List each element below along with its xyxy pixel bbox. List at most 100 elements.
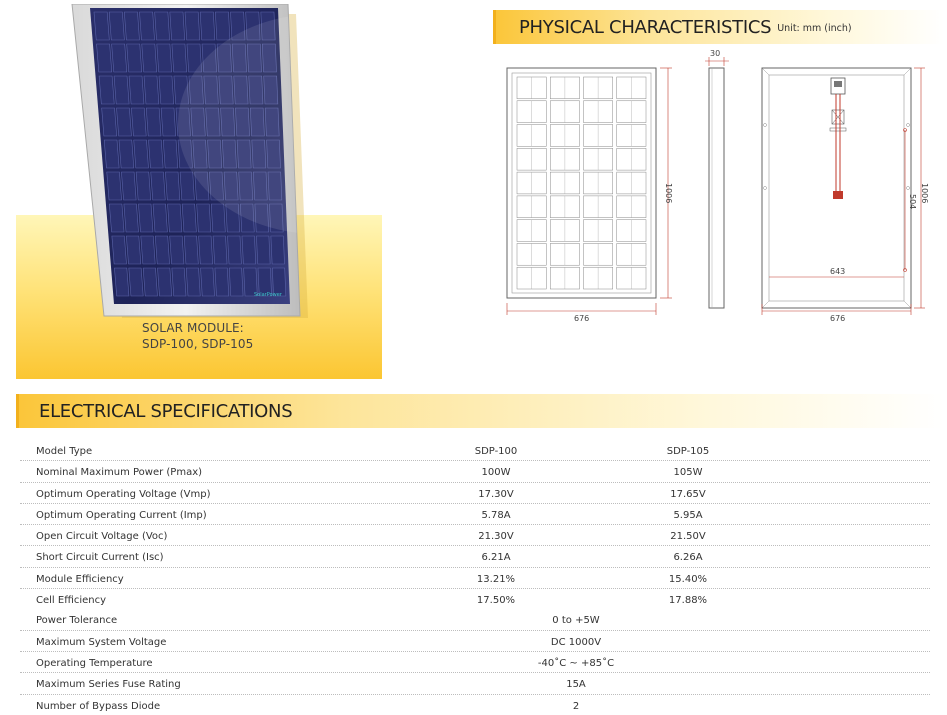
- spec-value-shared: 2: [572, 700, 580, 712]
- solar-cell: [264, 107, 280, 137]
- solar-cell: [145, 107, 162, 137]
- back-height-label: 1006: [920, 183, 929, 203]
- solar-cell: [108, 11, 125, 41]
- panel-logo: SolarPower: [254, 292, 283, 298]
- solar-cell: [261, 43, 277, 73]
- solar-cell: [238, 171, 254, 201]
- table-row: Optimum Operating Voltage (Vmp) 17.30V 17.…: [20, 483, 930, 504]
- solar-cell: [158, 75, 175, 105]
- spec-value-sdp100: 100W: [481, 467, 511, 479]
- solar-cell: [205, 107, 221, 137]
- table-row: Short Circuit Current (Isc) 6.21A 6.26A: [20, 546, 930, 568]
- solar-cell: [171, 43, 187, 73]
- solar-cell: [272, 267, 287, 297]
- spec-label: Short Circuit Current (Isc): [36, 552, 164, 564]
- solar-cell: [249, 107, 265, 137]
- spec-value-sdp105: 17.88%: [668, 595, 708, 607]
- table-row: Maximum Series Fuse Rating 15A: [20, 673, 930, 695]
- solar-cell: [133, 139, 149, 169]
- solar-cell: [266, 139, 281, 169]
- solar-cell: [106, 171, 122, 201]
- hero-caption-line2: SDP-100, SDP-105: [142, 337, 254, 351]
- table-row: Power Tolerance 0 to +5W: [20, 609, 930, 631]
- spec-value-sdp105: 5.95A: [673, 509, 703, 521]
- solar-cell: [231, 43, 247, 73]
- spec-value-sdp100: 6.21A: [481, 552, 511, 564]
- spec-label: Operating Temperature: [36, 657, 153, 669]
- solar-cell: [169, 11, 186, 41]
- solar-cell: [160, 107, 177, 137]
- solar-cell: [169, 235, 185, 265]
- solar-cell: [139, 11, 155, 41]
- solar-cell: [184, 11, 201, 41]
- solar-cell: [253, 171, 268, 201]
- solar-cell: [196, 203, 212, 233]
- side-view-drawing: 30: [705, 49, 729, 309]
- hero-caption-line1: SOLAR MODULE:: [142, 321, 244, 335]
- spec-label: Maximum Series Fuse Rating: [36, 679, 181, 691]
- spec-value-sdp105: 105W: [673, 467, 703, 479]
- solar-cell: [235, 107, 250, 137]
- solar-cell: [233, 75, 249, 105]
- hero-caption: SOLAR MODULE: SDP-100, SDP-105: [142, 320, 253, 352]
- spec-label: Cell Efficiency: [36, 595, 107, 607]
- solar-cell: [269, 203, 284, 233]
- solar-cell: [116, 107, 132, 137]
- spec-label: Module Efficiency: [36, 573, 124, 585]
- solar-cell: [156, 43, 172, 73]
- spec-value-sdp100: 5.78A: [481, 509, 511, 521]
- back-width-label: 676: [830, 314, 845, 323]
- solar-cell: [123, 203, 139, 233]
- spec-value-sdp100: 21.30V: [478, 531, 514, 543]
- spec-label: Open Circuit Voltage (Voc): [36, 531, 168, 543]
- electrical-specifications-title: ELECTRICAL SPECIFICATIONS: [39, 400, 293, 422]
- spec-value-shared: DC 1000V: [550, 636, 602, 648]
- solar-cell: [200, 267, 215, 297]
- solar-cell: [114, 267, 130, 297]
- solar-cell: [157, 267, 173, 297]
- junction-box: [829, 77, 847, 199]
- solar-cell: [241, 235, 257, 265]
- spec-label: Nominal Maximum Power (Pmax): [36, 467, 203, 479]
- solar-cell: [245, 11, 261, 41]
- solar-cell: [152, 203, 168, 233]
- electrical-spec-table: Model Type SDP-100 SDP-105 Nominal Maxim…: [20, 440, 930, 715]
- table-row: Nominal Maximum Power (Pmax) 100W 105W: [20, 461, 930, 483]
- solar-cell: [154, 11, 170, 41]
- solar-cell: [185, 267, 201, 297]
- spec-value-shared: -40˚C ~ +85˚C: [537, 657, 615, 669]
- back-half-height-label: 504: [908, 194, 917, 209]
- spec-label: Optimum Operating Current (Imp): [36, 509, 207, 521]
- model-type-label: Model Type: [36, 446, 93, 457]
- solar-cell: [177, 139, 193, 169]
- solar-cell: [225, 203, 241, 233]
- solar-cell: [227, 235, 242, 265]
- solar-cell: [256, 235, 271, 265]
- solar-cell: [218, 75, 234, 105]
- solar-cell: [98, 75, 115, 105]
- solar-cell: [210, 203, 226, 233]
- solar-cell: [251, 139, 267, 169]
- solar-cell: [128, 267, 144, 297]
- solar-cell: [263, 75, 279, 105]
- solar-cell: [138, 203, 154, 233]
- panel-reflection: [178, 14, 300, 234]
- spec-value-sdp100: 13.21%: [476, 573, 516, 585]
- solar-cell: [254, 203, 270, 233]
- solar-cell: [142, 267, 158, 297]
- spec-label: Optimum Operating Voltage (Vmp): [36, 488, 211, 500]
- solar-cell: [111, 43, 128, 73]
- unit-note: Unit: mm (inch): [777, 23, 852, 34]
- side-thickness-label: 30: [710, 49, 720, 58]
- solar-cell: [128, 75, 145, 105]
- solar-cell: [173, 75, 189, 105]
- solar-cell: [140, 235, 156, 265]
- solar-cell: [190, 107, 206, 137]
- solar-cell: [154, 235, 170, 265]
- front-view-drawing: 676 1006: [506, 67, 673, 323]
- solar-cell: [143, 75, 160, 105]
- solar-cell: [109, 203, 125, 233]
- solar-cell: [93, 11, 110, 41]
- solar-cell: [212, 235, 228, 265]
- spec-value-shared: 0 to +5W: [552, 615, 600, 627]
